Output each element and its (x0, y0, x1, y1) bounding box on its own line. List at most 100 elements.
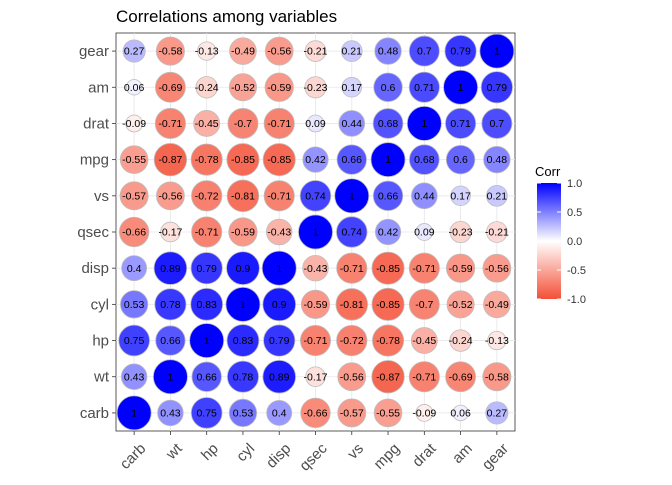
corr-circle (261, 250, 297, 286)
corr-value-label: 0.48 (378, 46, 399, 58)
corr-value-label: -0.23 (449, 227, 473, 239)
corr-value-label: -0.24 (449, 335, 473, 347)
corr-circle (340, 40, 363, 62)
corr-value-label: -0.13 (485, 335, 509, 347)
corr-value-label: 1 (313, 227, 319, 239)
corr-circle (335, 288, 368, 321)
corr-circle (121, 255, 148, 282)
corr-value-label: -0.23 (304, 82, 328, 94)
corr-circle (228, 217, 258, 247)
y-tick-label: am (88, 79, 109, 96)
corr-circle (190, 397, 223, 429)
corr-value-label: -0.21 (304, 46, 328, 58)
corr-circle (449, 329, 472, 352)
corr-value-label: 0.78 (160, 299, 181, 311)
corr-circle (336, 252, 368, 284)
legend-title: Corr (535, 164, 561, 179)
corr-circle (415, 404, 434, 422)
x-tick-label: wt (162, 440, 186, 464)
corr-value-label: -0.56 (340, 371, 364, 383)
x-tick-label: cyl (233, 440, 258, 465)
corr-value-label: -0.81 (231, 190, 255, 202)
corr-circle (226, 251, 260, 286)
y-tick-label: disp (81, 260, 109, 277)
corr-circle (266, 218, 293, 246)
corr-value-label: -0.71 (267, 190, 291, 202)
y-tick-label: mpg (80, 152, 109, 169)
corr-circle (299, 325, 332, 357)
corr-circle (371, 360, 405, 394)
corr-circle (449, 220, 472, 244)
corr-circle (337, 398, 367, 428)
y-tick-label: hp (92, 333, 109, 350)
y-tick-label: vs (94, 188, 109, 205)
corr-circle (302, 254, 329, 282)
corr-circle (125, 114, 143, 133)
corr-value-label: -0.56 (158, 190, 182, 202)
x-tick-label: mpg (371, 440, 404, 473)
corr-value-label: -0.71 (304, 335, 328, 347)
y-tick-label: drat (83, 115, 110, 132)
legend-tick-label: 0.0 (567, 236, 582, 248)
corr-circle (410, 182, 438, 210)
corr-circle (338, 110, 366, 137)
corr-value-label: 0.48 (487, 154, 508, 166)
corr-value-label: -0.66 (122, 227, 146, 239)
corr-circle (160, 221, 181, 243)
corr-value-label: 0.09 (414, 227, 435, 239)
corr-circle (300, 397, 331, 429)
corr-circle (372, 180, 404, 211)
corr-circle (446, 290, 475, 319)
corr-circle (336, 324, 368, 357)
corr-value-label: 0.06 (124, 82, 145, 94)
corr-circle (262, 143, 296, 177)
corr-value-label: 0.74 (305, 190, 326, 202)
corr-value-label: 0.17 (450, 190, 471, 202)
corr-circle (443, 69, 479, 105)
corr-circle (189, 323, 225, 358)
corr-value-label: -0.59 (304, 299, 328, 311)
corr-value-label: -0.66 (304, 408, 328, 420)
corr-circle (153, 143, 188, 177)
corr-circle (373, 72, 403, 102)
corr-circle (195, 76, 218, 99)
corr-circle (225, 286, 261, 322)
corr-value-label: 0.21 (342, 46, 363, 58)
legend-tick-label: -1.0 (567, 294, 586, 306)
corr-circle (264, 72, 294, 102)
corr-value-label: 0.44 (342, 118, 363, 130)
corr-circle (480, 71, 513, 104)
corr-value-label: -0.58 (485, 371, 509, 383)
corr-value-label: 0.78 (233, 371, 254, 383)
corr-circle (371, 287, 405, 321)
corr-circle (120, 363, 148, 390)
corr-circle (263, 180, 295, 212)
corr-value-label: 0.06 (450, 408, 471, 420)
corr-value-label: 0.79 (269, 335, 290, 347)
corr-value-label: -0.87 (158, 154, 182, 166)
corr-value-label: 0.27 (487, 408, 508, 420)
corr-value-label: 0.4 (272, 408, 287, 420)
corr-circle (226, 324, 260, 357)
corr-circle (120, 290, 149, 319)
corr-value-label: -0.56 (267, 46, 291, 58)
corr-circle (262, 359, 296, 394)
corr-circle (483, 290, 511, 319)
corr-circle (302, 146, 329, 173)
corr-circle (483, 145, 511, 174)
corr-value-label: -0.49 (485, 299, 509, 311)
corr-value-label: 0.27 (124, 46, 145, 58)
y-tick-label: qsec (77, 224, 109, 241)
corr-value-label: -0.57 (340, 408, 364, 420)
corr-value-label: -0.78 (376, 335, 400, 347)
corr-circle (341, 77, 363, 98)
corr-value-label: -0.43 (304, 263, 328, 275)
corr-value-label: -0.78 (195, 154, 219, 166)
corr-circle (415, 223, 434, 241)
corr-circle (155, 325, 186, 356)
x-tick-label: am (449, 440, 476, 467)
corr-circle (119, 145, 149, 174)
legend-tick-label: 1.0 (567, 178, 582, 190)
corr-circle (152, 359, 188, 395)
corr-value-label: -0.55 (376, 408, 400, 420)
